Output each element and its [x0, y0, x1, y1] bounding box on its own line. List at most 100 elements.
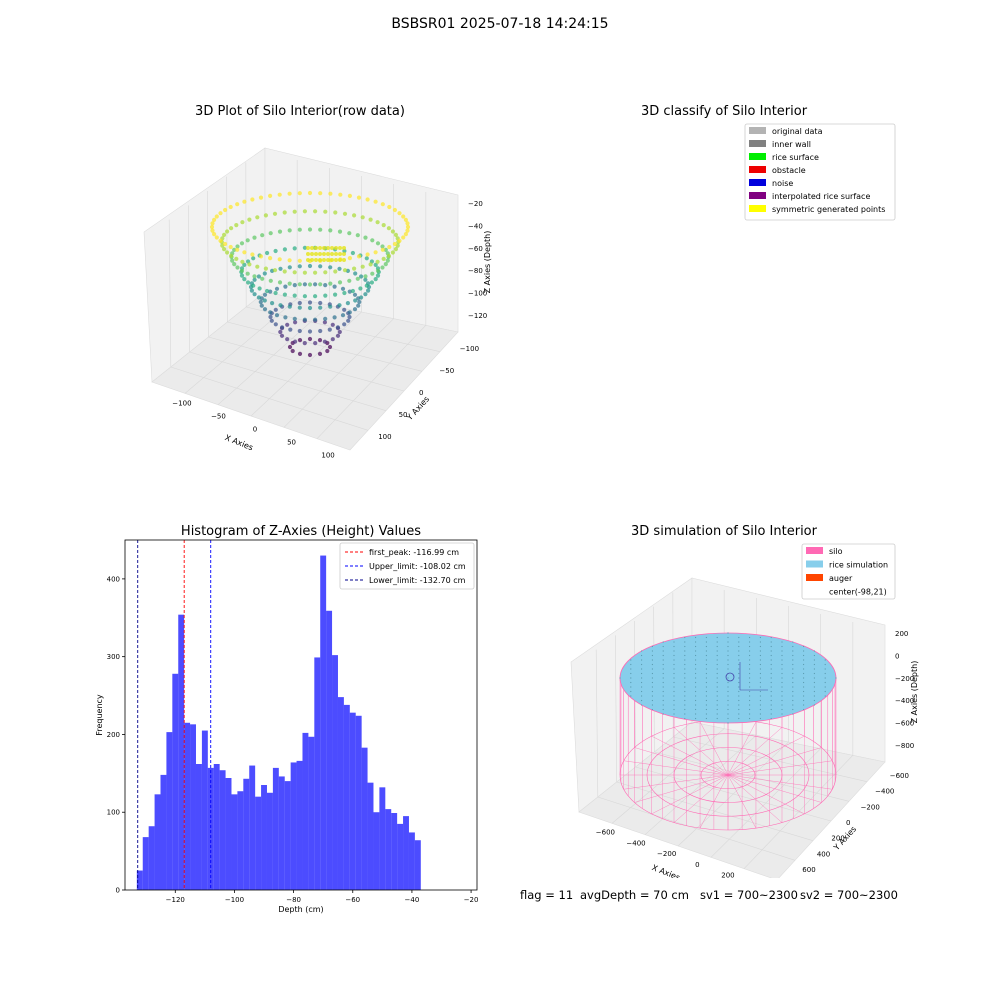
legend-swatch: [749, 127, 766, 134]
mesh-point: [662, 686, 664, 688]
mesh-point: [781, 704, 783, 706]
mesh-point: [792, 650, 794, 652]
mesh-point: [662, 659, 664, 661]
mesh-point: [727, 636, 729, 639]
raw-point: [334, 252, 338, 256]
histogram-bar: [172, 673, 179, 890]
legend-box: [801, 543, 896, 600]
mesh-point: [695, 690, 697, 693]
mesh-point: [673, 699, 675, 702]
mesh-point: [641, 695, 643, 697]
mesh-point: [641, 672, 643, 675]
raw-point: [337, 303, 342, 308]
histogram-bar: [385, 809, 392, 890]
raw-x-tick-label: 100: [321, 451, 334, 459]
histogram-bar: [154, 794, 161, 890]
raw-point: [269, 318, 274, 323]
mesh-point: [803, 654, 805, 657]
mesh-point: [770, 659, 772, 661]
raw-axes-box: [143, 147, 459, 451]
raw-point: [347, 310, 352, 315]
raw-point: [272, 268, 278, 273]
mesh-point: [705, 663, 708, 666]
raw-point: [347, 231, 352, 236]
raw-point: [234, 256, 239, 261]
raw-point: [297, 351, 303, 356]
grid-line: [595, 649, 599, 798]
mesh-point: [673, 713, 675, 715]
mesh-point: [651, 650, 654, 652]
mesh-point: [770, 681, 772, 684]
raw-point: [307, 300, 313, 305]
mesh-point: [651, 686, 654, 688]
mesh-point: [651, 654, 654, 657]
mesh-point: [759, 668, 762, 670]
mesh-point: [749, 663, 751, 666]
raw-point: [283, 315, 288, 320]
simulation-plot-title: 3D simulation of Silo Interior: [631, 524, 817, 539]
mesh-point: [641, 686, 643, 688]
raw-point: [258, 254, 264, 259]
mesh-point: [695, 663, 697, 666]
histogram-bar: [408, 832, 415, 890]
raw-point: [307, 352, 313, 358]
raw-x-tick-label: −100: [172, 400, 191, 408]
legend-swatch: [749, 166, 766, 173]
classify-plot-title: 3D classify of Silo Interior: [640, 104, 808, 119]
raw-point: [390, 229, 395, 234]
figure-title: BSBSR01 2025-07-18 14:24:15: [391, 16, 609, 32]
grid-line: [207, 190, 209, 338]
mesh-point: [716, 663, 718, 666]
legend-label: auger: [829, 574, 853, 583]
raw-point: [258, 299, 263, 305]
mesh-point: [684, 641, 686, 643]
sim-z-tick-label: 0: [895, 652, 899, 660]
silo-floor-spoke: [699, 721, 729, 776]
raw-point: [393, 232, 398, 237]
mesh-point: [781, 641, 783, 643]
raw-point: [210, 228, 215, 233]
histogram-bar: [249, 765, 256, 890]
raw-point: [273, 248, 278, 254]
histogram-bar: [278, 776, 285, 890]
raw-point: [302, 282, 307, 287]
mesh-point: [770, 654, 772, 657]
mesh-point: [781, 654, 783, 657]
raw-point: [287, 304, 292, 309]
mesh-point: [684, 713, 686, 715]
legend-swatch: [749, 140, 766, 147]
mesh-point: [695, 654, 697, 657]
legend-swatch: [749, 153, 766, 160]
raw-point: [230, 258, 235, 263]
silo-floor-spoke: [727, 760, 833, 776]
mesh-point: [738, 654, 740, 657]
raw-3d-plot: −100 −50 0 50 100 −100 −50 0 50 100 −20 −40 −60 −80 −1…: [143, 147, 492, 459]
mesh-point: [792, 654, 794, 657]
raw-point: [292, 283, 297, 288]
mesh-point: [673, 654, 675, 657]
raw-point: [262, 307, 268, 312]
raw-point: [364, 283, 369, 288]
mesh-point: [749, 690, 751, 693]
raw-point: [274, 286, 280, 291]
histogram-bar: [367, 782, 374, 890]
raw-point: [307, 329, 313, 334]
mesh-point: [770, 717, 772, 720]
mesh-point: [770, 677, 772, 679]
raw-point: [282, 210, 287, 215]
mesh-point: [705, 668, 708, 670]
raw-point: [302, 245, 307, 250]
mesh-point: [727, 677, 729, 679]
raw-point: [235, 202, 240, 207]
mesh-point: [781, 672, 783, 675]
mesh-point: [781, 695, 783, 697]
raw-point: [273, 307, 278, 312]
raw-point: [249, 288, 254, 293]
mesh-point: [716, 668, 718, 670]
histogram-bar: [243, 778, 250, 890]
raw-z-tick-label: −20: [468, 200, 483, 208]
raw-z-axis-label: Z Axies (Depth): [483, 231, 492, 294]
mesh-point: [705, 695, 708, 697]
raw-point: [352, 213, 357, 218]
raw-point: [333, 210, 338, 215]
